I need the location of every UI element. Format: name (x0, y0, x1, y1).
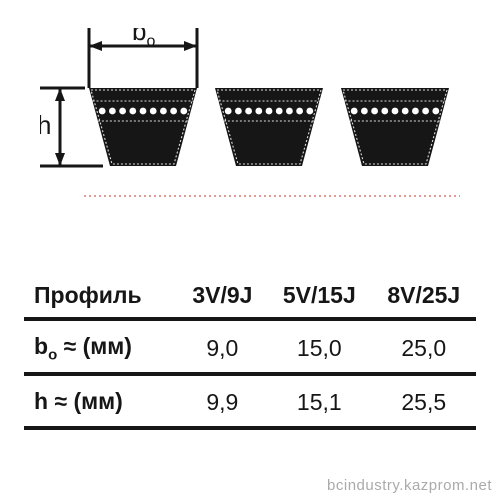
spec-table: Профиль 3V/9J 5V/15J 8V/25J bo ≈ (мм) 9,… (0, 270, 500, 430)
cell: 25,5 (372, 374, 476, 429)
belt (341, 88, 449, 166)
table-header-row: Профиль 3V/9J 5V/15J 8V/25J (24, 270, 476, 319)
cell: 15,1 (267, 374, 371, 429)
cell: 9,9 (178, 374, 267, 429)
row-label: bo ≈ (мм) (24, 319, 178, 374)
col-1: 5V/15J (267, 270, 371, 319)
table-row: bo ≈ (мм) 9,0 15,0 25,0 (24, 319, 476, 374)
header-label: Профиль (24, 270, 178, 319)
watermark: bcindustry.kazprom.net (327, 477, 492, 494)
width-dimension: bo (89, 28, 197, 88)
table-row: h ≈ (мм) 9,9 15,1 25,5 (24, 374, 476, 429)
cell: 15,0 (267, 319, 371, 374)
belt (89, 88, 197, 166)
col-0: 3V/9J (178, 270, 267, 319)
cell: 25,0 (372, 319, 476, 374)
label-h: h (40, 110, 51, 140)
profile-table: Профиль 3V/9J 5V/15J 8V/25J bo ≈ (мм) 9,… (24, 270, 476, 430)
diagram-svg: bo h (40, 28, 460, 248)
belt-profile-diagram: bo h (40, 28, 460, 248)
row-label: h ≈ (мм) (24, 374, 178, 429)
col-2: 8V/25J (372, 270, 476, 319)
belt (215, 88, 323, 166)
cell: 9,0 (178, 319, 267, 374)
belts-row (89, 88, 449, 166)
